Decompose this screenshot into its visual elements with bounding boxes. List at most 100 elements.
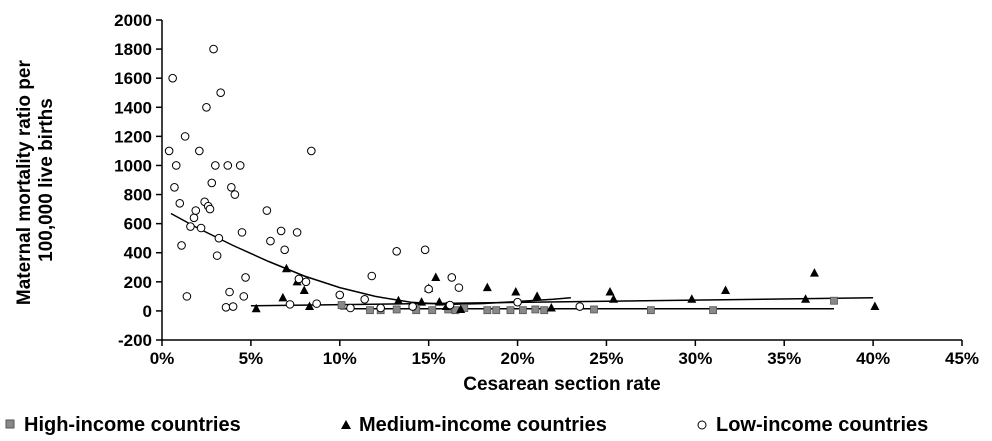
medium-income-point — [431, 272, 441, 281]
legend-label-medium-income: Medium-income countries — [359, 414, 607, 436]
medium-income-point — [281, 263, 291, 273]
low-income-point — [301, 277, 311, 287]
y-tick-label: 200 — [124, 273, 152, 292]
low-income-point — [205, 204, 215, 214]
low-income-point — [408, 302, 417, 311]
low-income-point — [182, 292, 192, 301]
low-income-point — [180, 132, 190, 141]
low-income-point — [575, 302, 585, 311]
x-tick-label: 15% — [412, 349, 446, 368]
low-income-point — [223, 161, 233, 170]
low-income-point — [171, 161, 181, 170]
legend-label-low-income: Low-income countries — [716, 414, 928, 436]
medium-income-point — [393, 295, 403, 305]
high-income-point — [506, 306, 515, 315]
low-income-point — [228, 302, 238, 311]
high-income-point — [518, 306, 527, 315]
legend-square-marker — [5, 419, 15, 429]
low-income-point — [211, 161, 220, 170]
medium-income-point — [609, 294, 619, 303]
y-tick-label: 1800 — [114, 40, 152, 59]
low-income-point — [285, 300, 295, 309]
medium-income-point — [251, 303, 261, 313]
low-income-point — [292, 228, 302, 237]
x-tick-label: 35% — [767, 349, 801, 368]
low-income-point — [360, 294, 369, 304]
low-income-point — [189, 213, 199, 223]
low-income-point — [276, 226, 286, 236]
y-tick-label: 600 — [124, 215, 152, 234]
legend-item-medium-income: Medium-income countries — [341, 414, 607, 436]
low-income-point — [424, 284, 433, 294]
medium-income-point — [605, 287, 615, 296]
high-income-point — [830, 296, 838, 305]
low-income-point — [207, 178, 217, 188]
low-income-point — [177, 241, 186, 250]
low-income-point — [164, 146, 174, 156]
medium-income-point — [532, 291, 542, 300]
x-tick-label: 5% — [239, 349, 264, 368]
y-axis: -200 0 200 400 600 800 1000 1200 1400 1600 1800 200… — [114, 11, 163, 350]
trend-lines — [170, 212, 874, 310]
medium-income-point — [456, 304, 466, 313]
y-tick-label: 2000 — [114, 11, 152, 30]
legend-label-high-income: High-income countries — [24, 414, 241, 436]
high-income-point — [483, 306, 492, 315]
low-income-point — [454, 283, 464, 292]
medium-income-point — [870, 301, 880, 311]
low-income-point — [513, 297, 522, 307]
medium-income-point — [687, 294, 697, 303]
x-ticks: 0% 5% 10% 15% 20% 25% 30% 35% 40% 45% — [150, 340, 979, 368]
legend: High-income countries Medium-income coun… — [5, 414, 928, 436]
high-income-point — [492, 306, 501, 315]
low-income-point — [376, 303, 385, 313]
medium-income-point — [417, 297, 427, 306]
medium-income-point — [434, 297, 444, 306]
y-tick-label: 1200 — [114, 127, 152, 146]
low-income-point — [227, 182, 236, 192]
low-income-point — [202, 102, 211, 112]
data-points — [164, 44, 880, 315]
high-income-point — [531, 305, 540, 314]
y-tick-label: 800 — [124, 186, 152, 205]
low-income-point — [445, 300, 455, 310]
legend-item-low-income: Low-income countries — [697, 414, 928, 436]
low-income-point — [346, 303, 355, 313]
x-tick-label: 45% — [945, 349, 979, 368]
low-income-point — [230, 190, 240, 199]
low-income-point — [420, 245, 430, 255]
low-income-point — [168, 73, 177, 83]
y-tick-label: 1400 — [114, 98, 152, 117]
low-income-point — [392, 246, 401, 256]
y-axis-title-line-1: Maternal mortality ratio per — [14, 60, 35, 306]
x-tick-label: 20% — [501, 349, 535, 368]
y-axis-title-line-2: 100,000 live births — [36, 98, 57, 262]
low-income-point — [209, 44, 218, 54]
high-income-point — [428, 306, 437, 315]
low-income-point — [294, 274, 304, 284]
low-income-point — [239, 292, 249, 301]
medium-income-point — [809, 268, 819, 277]
low-income-point — [175, 198, 185, 208]
low-income-point — [191, 206, 201, 215]
low-income-point — [170, 182, 179, 192]
low-income-point — [216, 88, 225, 98]
low-income-point — [225, 287, 234, 297]
medium-income-point — [299, 285, 309, 295]
low-income-point — [241, 273, 250, 282]
low-income-point — [262, 206, 272, 215]
y-tick-label: -200 — [118, 331, 152, 350]
legend-triangle-marker — [341, 420, 351, 429]
medium-income-point — [305, 301, 315, 311]
low-income-point — [307, 146, 316, 156]
y-tick-label: 400 — [124, 244, 152, 263]
x-tick-label: 25% — [589, 349, 623, 368]
low-income-point — [335, 290, 345, 300]
y-axis-title: Maternal mortality ratio per 100,000 liv… — [14, 55, 57, 305]
legend-circle-marker — [697, 420, 707, 430]
low-income-point — [196, 223, 206, 233]
low-income-point — [235, 161, 245, 170]
low-income-point — [447, 273, 457, 282]
high-income-point — [337, 301, 346, 309]
